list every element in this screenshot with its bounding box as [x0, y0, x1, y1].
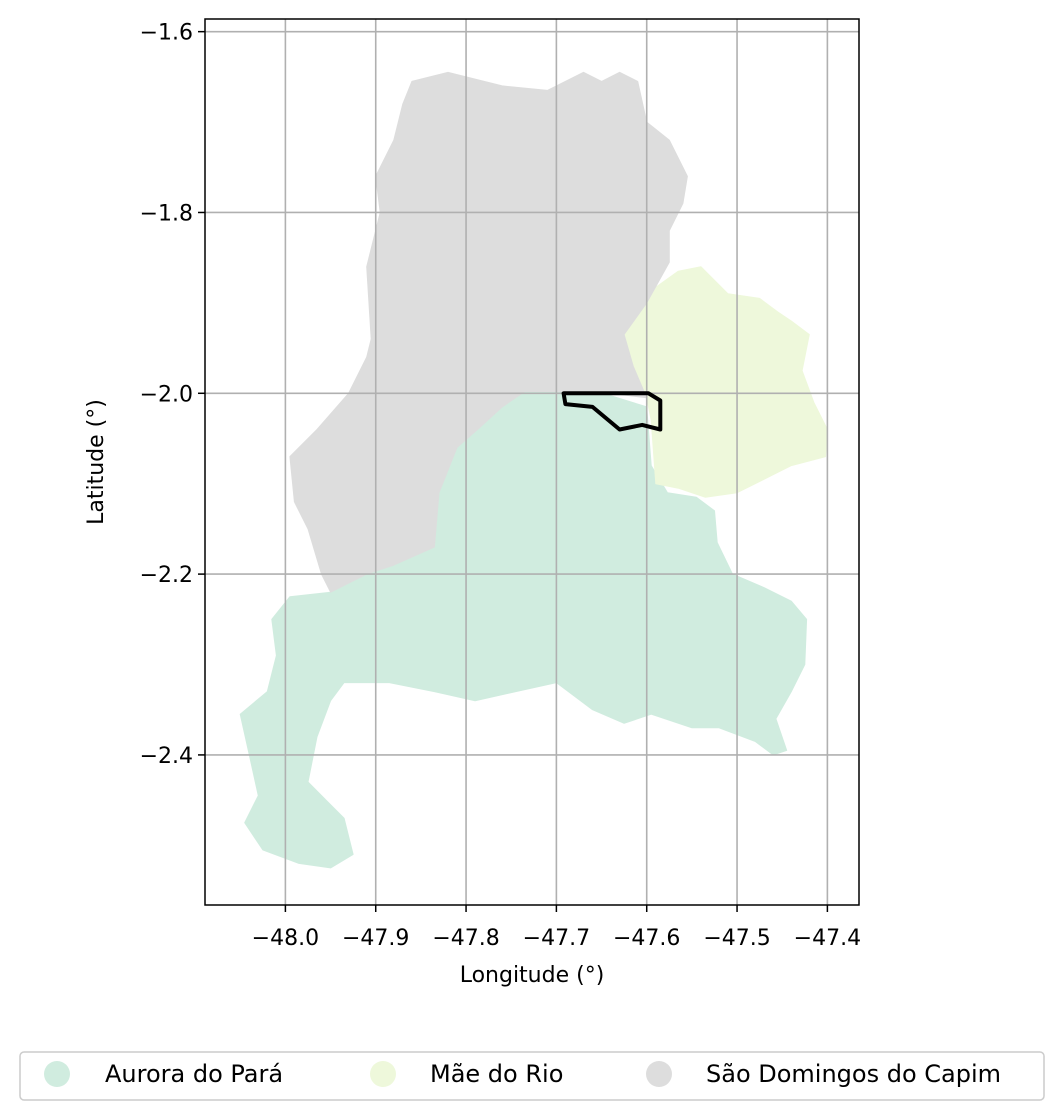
outline-layer	[561, 391, 663, 432]
y-axis-ticks: −1.6 −1.8 −2.0 −2.2 −2.4	[140, 21, 205, 769]
x-tick-label: −47.9	[342, 926, 409, 951]
legend-label-sao-domingos-do-capim: São Domingos do Capim	[706, 1060, 1001, 1088]
y-tick-label: −1.6	[140, 21, 193, 46]
x-axis-ticks: −48.0 −47.9 −47.8 −47.7 −47.6 −47.5 −47.4	[252, 905, 861, 951]
region-sao-domingos-do-capim	[289, 71, 688, 593]
legend: Aurora do Pará Mãe do Rio São Domingos d…	[19, 1051, 1045, 1101]
plot-area	[204, 18, 860, 906]
plot-frame	[204, 18, 860, 906]
y-axis-label: Latitude (°)	[84, 399, 109, 525]
legend-marker-sao-domingos-do-capim	[646, 1061, 672, 1087]
regions-layer	[239, 71, 828, 869]
legend-box	[19, 1051, 1045, 1101]
y-tick-label: −2.0	[140, 382, 193, 407]
legend-marker-aurora-do-para	[44, 1061, 70, 1087]
legend-label-aurora-do-para: Aurora do Pará	[105, 1060, 283, 1088]
x-tick-label: −47.8	[432, 926, 499, 951]
legend-marker-mae-do-rio	[370, 1061, 396, 1087]
x-axis-label: Longitude (°)	[460, 963, 605, 988]
y-tick-label: −2.4	[140, 744, 193, 769]
grid-layer	[205, 19, 859, 905]
x-tick-label: −47.7	[523, 926, 590, 951]
x-tick-label: −48.0	[252, 926, 319, 951]
y-tick-label: −1.8	[140, 201, 193, 226]
x-tick-label: −47.5	[703, 926, 770, 951]
legend-label-mae-do-rio: Mãe do Rio	[430, 1060, 563, 1088]
y-tick-label: −2.2	[140, 563, 193, 588]
x-tick-label: −47.6	[613, 926, 680, 951]
region-aurora-do-para	[239, 391, 808, 869]
highlight-outline	[561, 391, 663, 432]
x-tick-label: −47.4	[794, 926, 861, 951]
